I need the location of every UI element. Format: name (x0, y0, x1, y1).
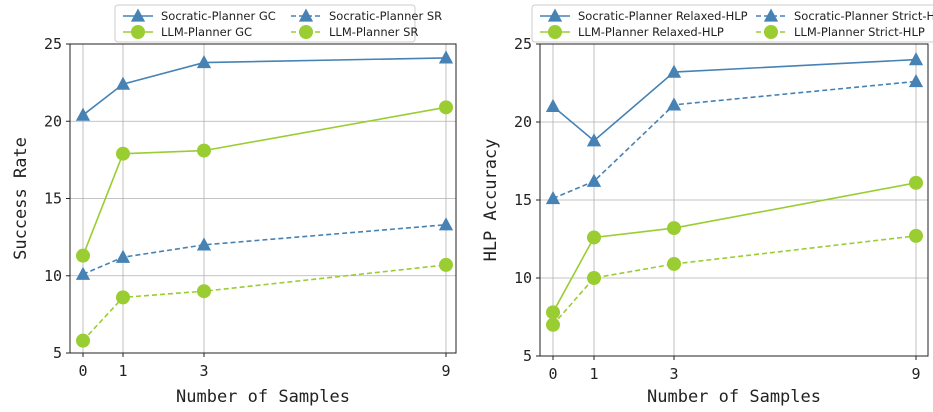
data-point (439, 257, 453, 272)
data-point (115, 249, 131, 263)
data-point (586, 173, 602, 187)
legend-frame (531, 4, 933, 43)
legend-label: LLM-Planner SR (329, 25, 418, 39)
y-tick-label: 20 (44, 112, 62, 130)
x-tick-label: 1 (589, 365, 598, 383)
legend-label: Socratic-Planner Relaxed-HLP (578, 9, 748, 23)
x-tick-label: 0 (78, 362, 87, 380)
x-tick-label: 0 (548, 365, 557, 383)
y-tick-label: 5 (53, 344, 62, 362)
data-point (666, 64, 682, 78)
data-point (545, 98, 561, 113)
legend-label: LLM-Planner Strict-HLP (794, 25, 925, 39)
data-point (909, 175, 923, 190)
x-axis-label: Number of Samples (176, 387, 350, 407)
series-4 (76, 257, 453, 348)
y-tick-label: 5 (523, 347, 532, 365)
series-2 (545, 73, 924, 205)
legend-label: Socratic-Planner Strict-HLP (794, 9, 933, 23)
legend: Socratic-Planner GC LLM-Planner GC Socrati… (114, 4, 442, 43)
legend-label: LLM-Planner GC (161, 25, 252, 39)
data-point (197, 284, 211, 299)
data-point (196, 237, 212, 251)
legend-marker (764, 25, 778, 39)
series-line (82, 106, 447, 256)
series-1 (545, 52, 924, 147)
data-point (439, 100, 453, 115)
data-point (197, 143, 211, 158)
y-tick-label: 25 (44, 35, 62, 53)
legend: Socratic-Planner Relaxed-HLP LLM-Planner … (531, 4, 933, 43)
series-4 (546, 228, 923, 332)
legend-marker (763, 8, 779, 22)
data-point (587, 230, 601, 245)
data-point (909, 228, 923, 243)
y-tick-label: 25 (514, 35, 532, 53)
series-line (552, 58, 917, 142)
data-point (196, 55, 212, 69)
series-line (82, 57, 447, 116)
legend-marker (131, 25, 145, 39)
x-tick-label: 9 (911, 365, 920, 383)
x-tick-label: 1 (118, 362, 127, 380)
legend-label: LLM-Planner Relaxed-HLP (578, 25, 724, 39)
legend-frame (114, 4, 416, 43)
y-tick-label: 15 (514, 191, 532, 209)
legend-marker (299, 25, 313, 39)
data-point (75, 266, 91, 280)
series-line (552, 80, 917, 200)
x-tick-label: 3 (199, 362, 208, 380)
legend-marker (298, 8, 314, 22)
data-point (586, 133, 602, 147)
series-line (82, 223, 447, 275)
series-line (552, 235, 917, 326)
data-point (116, 290, 130, 305)
legend-label: Socratic-Planner GC (161, 9, 276, 23)
data-point (667, 221, 681, 236)
chart-panel-2: 5 10 15 20 25 0 1 3 9 Number of Samples HLP Accura… (481, 4, 933, 407)
series-1 (75, 50, 454, 121)
legend-marker (547, 8, 563, 22)
y-axis-label: HLP Accuracy (481, 139, 501, 262)
y-axis-label: Success Rate (11, 137, 31, 260)
y-tick-label: 20 (514, 113, 532, 131)
grid (70, 43, 456, 354)
legend-label: Socratic-Planner SR (329, 9, 442, 23)
data-point (76, 333, 90, 348)
data-point (587, 271, 601, 285)
series-3 (76, 100, 453, 263)
data-point (115, 76, 131, 90)
legend-marker (130, 8, 146, 22)
series-3 (546, 175, 923, 320)
data-point (666, 97, 682, 111)
data-point (545, 190, 561, 205)
data-point (438, 217, 454, 231)
y-tick-label: 10 (44, 267, 62, 285)
y-tick-label: 10 (514, 269, 532, 287)
x-axis-label: Number of Samples (647, 387, 821, 407)
data-point (546, 317, 560, 332)
data-point (75, 107, 91, 121)
data-point (546, 305, 560, 320)
y-tick-label: 15 (44, 190, 62, 208)
data-point (667, 256, 681, 271)
series-2 (75, 217, 454, 280)
x-tick-label: 3 (669, 365, 678, 383)
chart-panel-1: 5 10 15 20 25 0 1 3 9 Number of Samples Success Ra… (11, 4, 457, 407)
grid (540, 43, 928, 357)
data-point (908, 73, 924, 88)
x-tick-label: 9 (441, 362, 450, 380)
series-line (82, 264, 447, 342)
series-line (552, 182, 917, 313)
data-point (76, 248, 90, 263)
data-point (908, 52, 924, 66)
data-point (438, 50, 454, 64)
legend-marker (548, 25, 562, 39)
data-point (116, 146, 130, 161)
